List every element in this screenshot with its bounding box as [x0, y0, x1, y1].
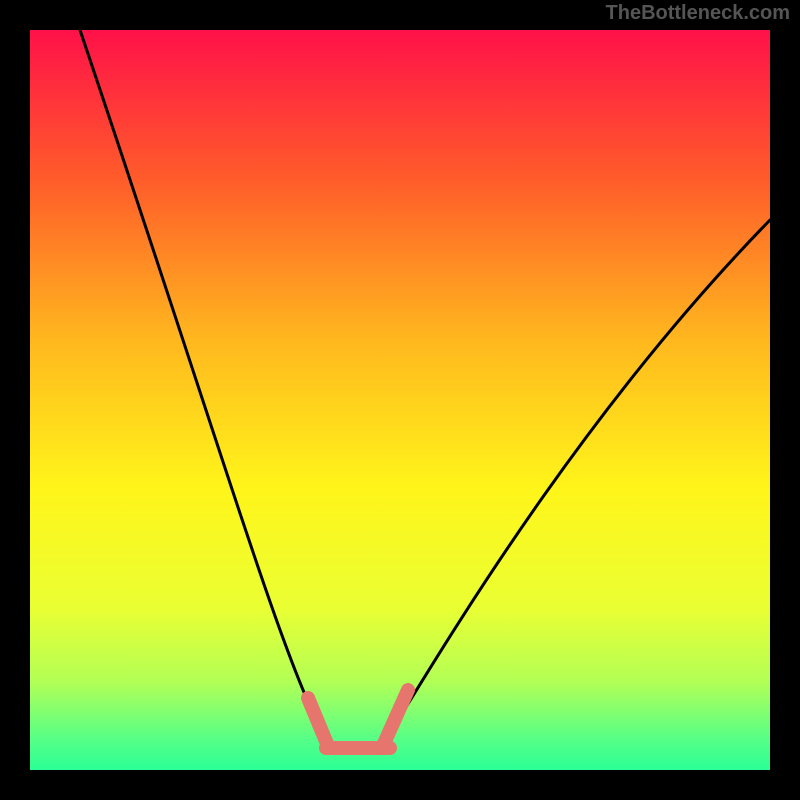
chart-background	[30, 30, 770, 770]
bottleneck-chart	[0, 0, 800, 800]
watermark-text: TheBottleneck.com	[606, 2, 790, 25]
